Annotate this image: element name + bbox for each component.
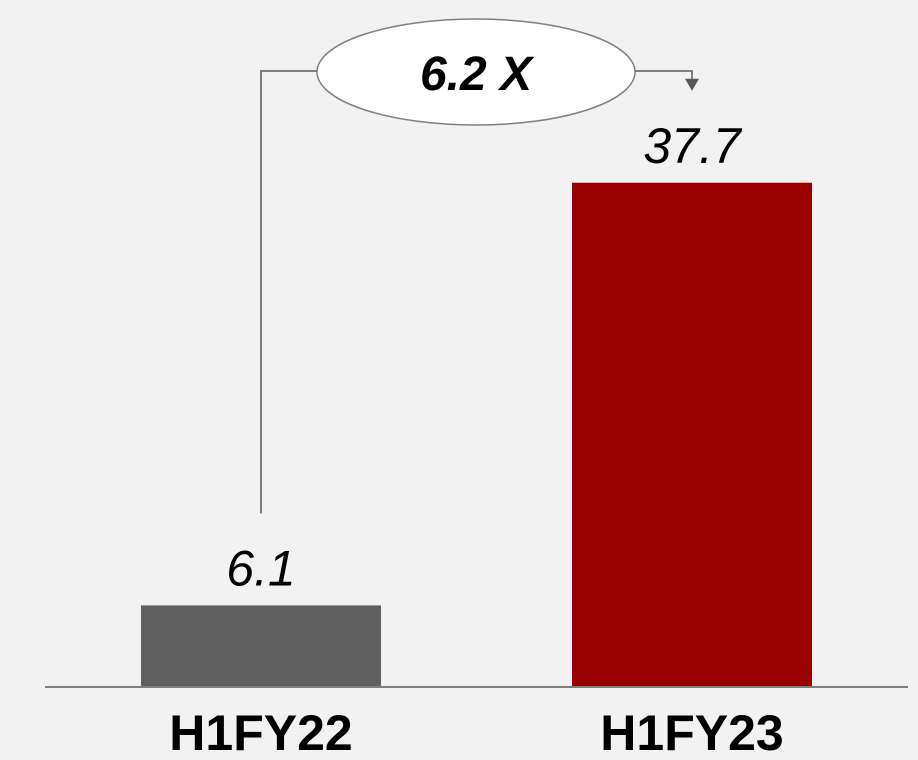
bar-h1fy22 xyxy=(141,605,381,687)
value-label-h1fy22: 6.1 xyxy=(226,540,296,596)
category-label-h1fy23: H1FY23 xyxy=(600,705,783,760)
bar-h1fy23 xyxy=(572,182,812,687)
bars-group xyxy=(141,182,812,687)
value-label-h1fy23: 37.7 xyxy=(643,118,743,174)
growth-multiplier-label: 6.2 X xyxy=(420,48,535,101)
growth-ellipse xyxy=(316,18,636,126)
category-label-h1fy22: H1FY22 xyxy=(169,705,352,760)
growth-connector-line xyxy=(260,70,693,514)
value-labels-group: 6.1 37.7 xyxy=(226,118,743,597)
growth-arrowhead-icon xyxy=(685,78,699,91)
growth-annotation: 6.2 X xyxy=(260,18,699,514)
category-labels-group: H1FY22 H1FY23 xyxy=(169,705,783,760)
